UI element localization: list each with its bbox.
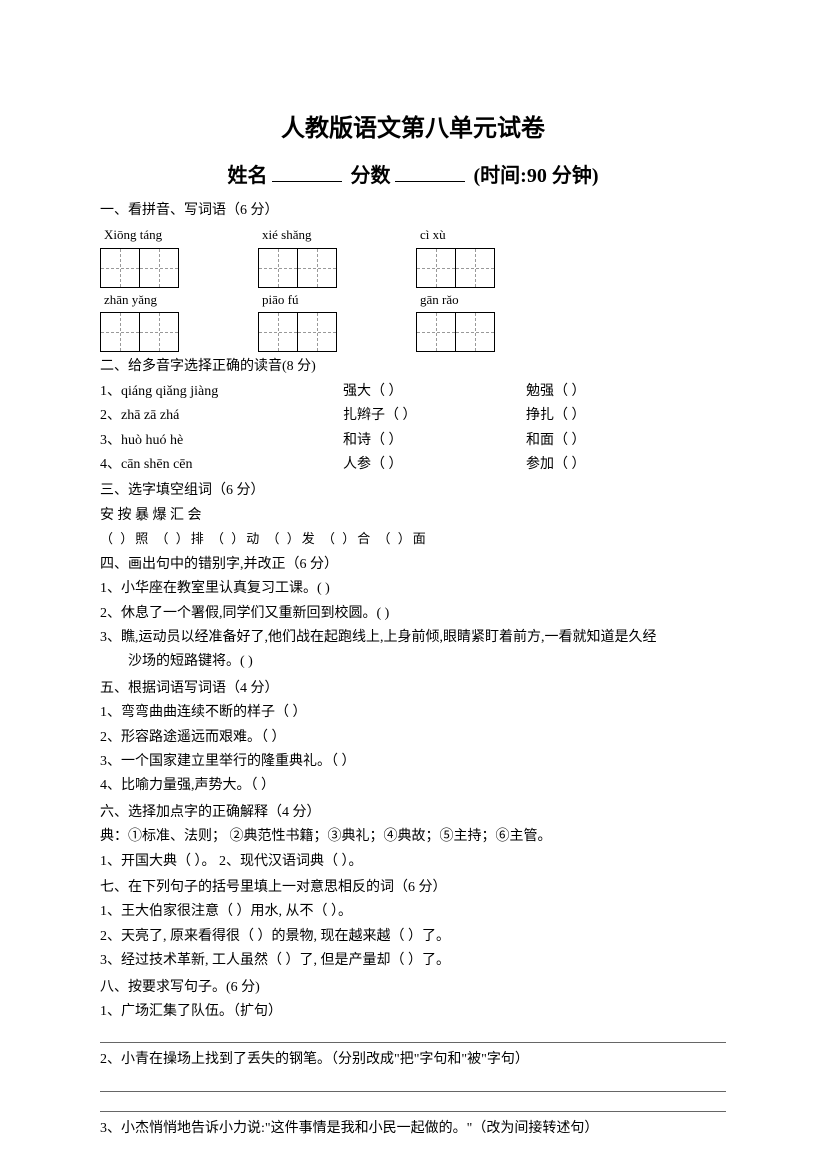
pinyin-row: zhān yǎng piāo fú gān rǎo (100, 290, 726, 353)
name-blank[interactable] (272, 164, 342, 182)
q-line: 2、小青在操场上找到了丢失的钢笔。（分别改成"把"字句和"被"字句） (100, 1049, 726, 1071)
char-boxes[interactable] (100, 248, 178, 288)
section-6-def: 典：①标准、法则； ②典范性书籍；③典礼；④典故；⑤主持；⑥主管。 (100, 826, 726, 848)
q-line: 2、天亮了, 原来看得很（ ）的景物, 现在越来越（ ）了。 (100, 926, 726, 948)
q-line: 2、休息了一个署假,同学们又重新回到校圆。( ) (100, 603, 726, 625)
pinyin-group: Xiōng táng (100, 225, 178, 288)
section-3-header: 三、选字填空组词（6 分） (100, 480, 726, 502)
char-boxes[interactable] (416, 248, 494, 288)
q-line: 3、huò huó hè 和诗（ ） 和面（ ） (100, 430, 726, 452)
q-line: 4、cān shēn cēn 人参（ ） 参加（ ） (100, 454, 726, 476)
pinyin-group: gān rǎo (416, 290, 494, 353)
answer-line[interactable] (100, 1098, 726, 1112)
section-6-line: 1、开国大典（ ）。 2、现代汉语词典（ ）。 (100, 851, 726, 873)
section-1-header: 一、看拼音、写词语（6 分） (100, 200, 726, 222)
section-2-header: 二、给多音字选择正确的读音(8 分) (100, 356, 726, 378)
q-line: 2、zhā zā zhá 扎辫子（ ） 挣扎（ ） (100, 405, 726, 427)
pinyin-label: gān rǎo (416, 290, 494, 311)
q-line: 1、弯弯曲曲连续不断的样子（ ） (100, 702, 726, 724)
q-line: 3、一个国家建立里举行的隆重典礼。（ ） (100, 751, 726, 773)
q-line: 2、形容路途遥远而艰难。（ ） (100, 727, 726, 749)
pinyin-section: Xiōng táng xié shǎng cì xù zhān yǎng piā… (100, 225, 726, 353)
q-line: 3、小杰悄悄地告诉小力说:"这件事情是我和小民一起做的。"（改为间接转述句） (100, 1118, 726, 1140)
name-label: 姓名 (228, 165, 268, 187)
subtitle: 姓名 分数 (时间:90 分钟) (100, 160, 726, 192)
pinyin-label: Xiōng táng (100, 225, 178, 246)
answer-line[interactable] (100, 1078, 726, 1092)
pinyin-label: cì xù (416, 225, 494, 246)
page-title: 人教版语文第八单元试卷 (100, 110, 726, 148)
char-boxes[interactable] (100, 312, 178, 352)
q-line: 1、qiáng qiǎng jiàng 强大（ ） 勉强（ ） (100, 381, 726, 403)
section-6-header: 六、选择加点字的正确解释（4 分） (100, 802, 726, 824)
q-line: 4、比喻力量强,声势大。（ ） (100, 775, 726, 797)
pinyin-label: xié shǎng (258, 225, 336, 246)
section-5-header: 五、根据词语写词语（4 分） (100, 678, 726, 700)
pinyin-group: piāo fú (258, 290, 336, 353)
time-label: (时间:90 分钟) (474, 165, 599, 187)
char-boxes[interactable] (416, 312, 494, 352)
answer-line[interactable] (100, 1029, 726, 1043)
score-label: 分数 (351, 165, 391, 187)
pinyin-row: Xiōng táng xié shǎng cì xù (100, 225, 726, 288)
pinyin-label: piāo fú (258, 290, 336, 311)
char-boxes[interactable] (258, 312, 336, 352)
score-blank[interactable] (395, 164, 465, 182)
section-3-blanks: （ ）照 （ ）排 （ ）动 （ ）发 （ ）合 （ ）面 (100, 529, 726, 550)
section-8-header: 八、按要求写句子。(6 分) (100, 977, 726, 999)
section-3-chars: 安 按 暴 爆 汇 会 (100, 505, 726, 527)
char-boxes[interactable] (258, 248, 336, 288)
section-2-body: 1、qiáng qiǎng jiàng 强大（ ） 勉强（ ） 2、zhā zā… (100, 381, 726, 477)
q-line: 3、瞧,运动员以经准备好了,他们战在起跑线上,上身前倾,眼睛紧盯着前方,一看就知… (100, 627, 726, 649)
pinyin-group: zhān yǎng (100, 290, 178, 353)
pinyin-label: zhān yǎng (100, 290, 178, 311)
q-line: 1、小华座在教室里认真复习工课。( ) (100, 578, 726, 600)
pinyin-group: xié shǎng (258, 225, 336, 288)
q-line: 1、王大伯家很注意（ ）用水, 从不（ ）。 (100, 901, 726, 923)
section-4-header: 四、画出句中的错别字,并改正（6 分） (100, 554, 726, 576)
q-line: 沙场的短路键将。( ) (100, 651, 726, 673)
q-line: 1、广场汇集了队伍。（扩句） (100, 1001, 726, 1023)
pinyin-group: cì xù (416, 225, 494, 288)
q-line: 3、经过技术革新, 工人虽然（ ）了, 但是产量却（ ）了。 (100, 950, 726, 972)
section-7-header: 七、在下列句子的括号里填上一对意思相反的词（6 分） (100, 877, 726, 899)
